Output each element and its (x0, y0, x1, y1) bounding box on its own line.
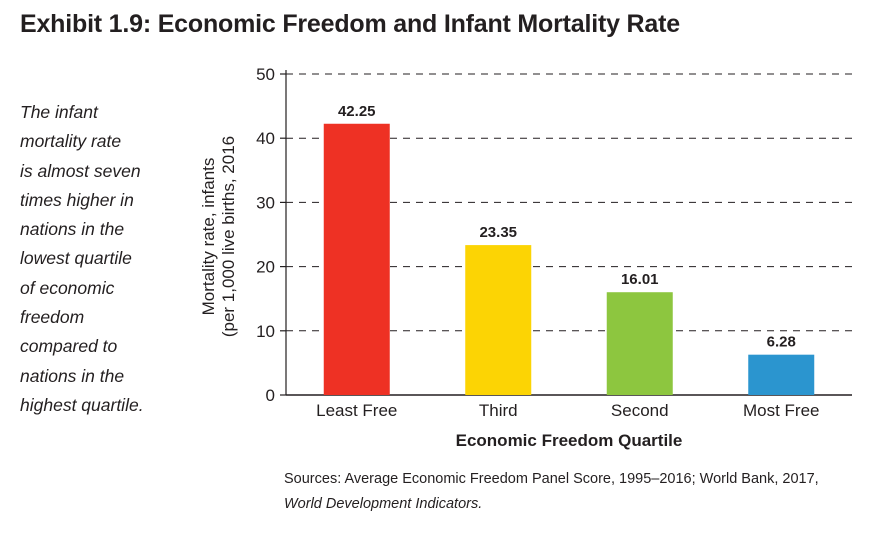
bar-value-label: 23.35 (479, 224, 517, 241)
y-tick-label: 40 (256, 129, 275, 148)
sources-line: Sources: Average Economic Freedom Panel … (284, 471, 819, 487)
caption-line: The infant (20, 102, 98, 122)
bar-value-label: 6.28 (767, 334, 796, 351)
caption-line: highest quartile. (20, 394, 144, 415)
x-tick-label: Most Free (743, 401, 820, 420)
x-tick-label: Least Free (316, 401, 397, 420)
bar (323, 123, 390, 395)
sources-note: Sources: Average Economic Freedom Panel … (284, 467, 819, 517)
sources-line: World Development Indicators. (284, 496, 483, 512)
bar-value-label: 16.01 (621, 271, 659, 288)
x-tick-label: Third (479, 401, 518, 420)
bar (465, 245, 532, 395)
chart-title: Exhibit 1.9: Economic Freedom and Infant… (20, 10, 680, 38)
y-tick-label: 0 (266, 386, 275, 405)
bar (606, 292, 673, 395)
y-axis-title: (per 1,000 live births, 2016 (219, 136, 238, 337)
caption-line: lowest quartile (20, 248, 132, 269)
caption-line: of economic (20, 277, 115, 298)
caption-line: compared to (20, 336, 118, 357)
caption-line: is almost seven (20, 160, 141, 181)
bar-value-label: 42.25 (338, 103, 376, 120)
caption-line: nations in the (20, 365, 125, 386)
x-tick-label: Second (611, 401, 669, 420)
y-tick-label: 50 (256, 65, 275, 84)
y-tick-label: 20 (256, 258, 275, 277)
y-axis-title: Mortality rate, infants (199, 158, 218, 316)
caption-line: times higher in (20, 189, 134, 210)
y-tick-label: 10 (256, 322, 275, 341)
x-axis-title: Economic Freedom Quartile (456, 431, 683, 450)
caption-line: nations in the (20, 219, 125, 240)
caption-line: freedom (20, 307, 85, 328)
caption-line: mortality rate (20, 131, 122, 152)
bar (748, 354, 815, 395)
y-tick-label: 30 (256, 193, 275, 212)
sidebar-caption: The infant mortality rate is almost seve… (20, 98, 170, 420)
